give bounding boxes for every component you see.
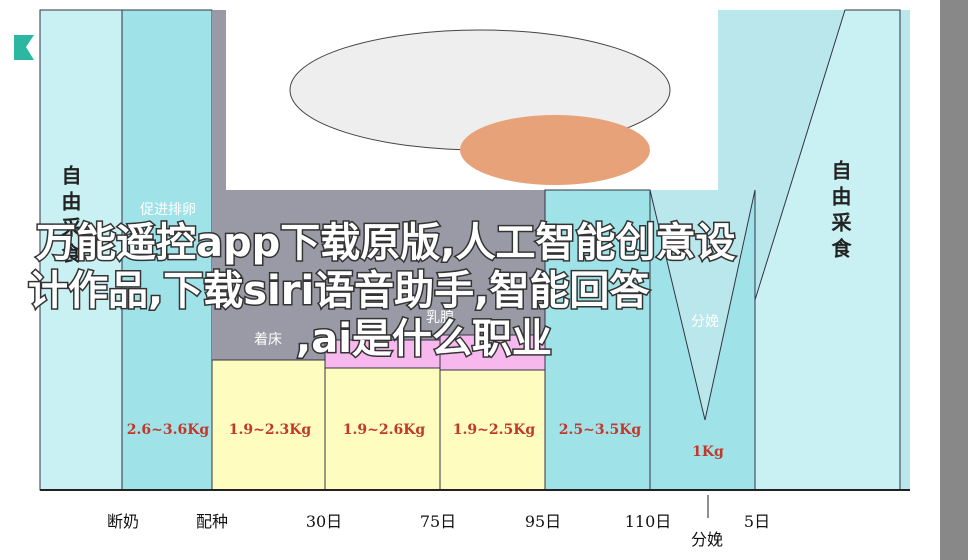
- timeline-label: 30日: [306, 512, 342, 531]
- band-3: [439, 334, 546, 371]
- timeline-label: 断奶: [107, 512, 139, 531]
- col-right: [754, 9, 901, 491]
- weight: 2.5~3.5Kg: [559, 422, 642, 438]
- marker: [14, 35, 34, 60]
- stage-label: 促进排卵: [140, 202, 196, 218]
- weight: 1Kg: [692, 444, 724, 460]
- stage-label: 分娩: [691, 314, 719, 330]
- overlay-title: ,ai是什么职业: [296, 316, 552, 362]
- weight: 1.9~2.6Kg: [343, 422, 426, 438]
- col-estrus: [121, 9, 213, 491]
- band-2: [324, 339, 441, 369]
- overlay-title: 计作品,下载siri语音助手,智能回答: [28, 268, 650, 314]
- overlay-title: 万能遥控app下载原版,人工智能创意设: [36, 220, 735, 266]
- piglets: [460, 115, 650, 185]
- stage-label: 着床: [254, 332, 282, 348]
- stage-label: 乳腺: [426, 310, 454, 326]
- timeline-label: 75日: [420, 512, 456, 531]
- timeline-label: 分娩: [691, 530, 723, 549]
- timeline-label: 5日: [744, 512, 770, 531]
- timeline-label: 95日: [525, 512, 561, 531]
- col-2: [324, 367, 441, 491]
- timeline-label: 配种: [196, 512, 228, 531]
- weight: 2.6~3.6Kg: [127, 422, 210, 438]
- weight: 1.9~2.5Kg: [453, 422, 536, 438]
- side-label: 自由采食: [58, 164, 82, 269]
- timeline-label: 110日: [625, 512, 672, 531]
- weight: 1.9~2.3Kg: [229, 422, 312, 438]
- edge: [940, 0, 968, 560]
- side-label: 自由采食: [828, 159, 852, 264]
